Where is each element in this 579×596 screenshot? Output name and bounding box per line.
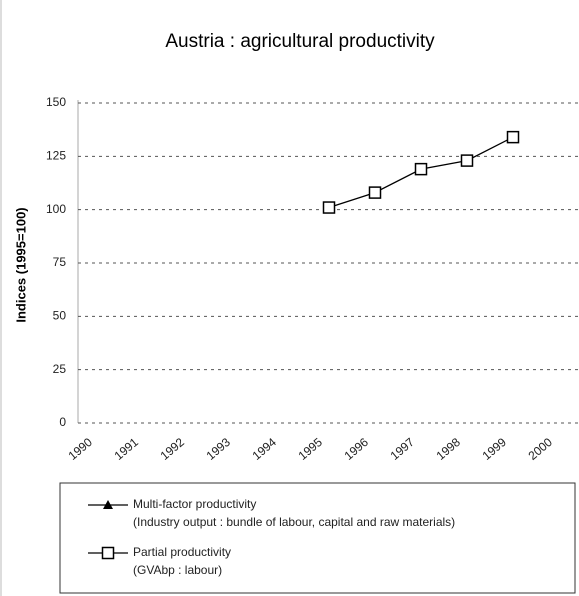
- x-tick-label: 1992: [158, 435, 188, 463]
- x-tick-label: 2000: [526, 435, 556, 463]
- x-tick-label: 1991: [112, 435, 142, 463]
- y-tick-label: 100: [46, 202, 66, 216]
- legend-marker: [103, 500, 113, 509]
- x-tick-label: 1997: [388, 435, 418, 463]
- y-tick-label: 125: [46, 149, 66, 163]
- point: [506, 130, 520, 144]
- x-tick-label: 1995: [296, 435, 326, 463]
- legend-label: Multi-factor productivity: [133, 497, 256, 511]
- x-tick-label: 1999: [480, 435, 510, 463]
- point: [322, 201, 336, 214]
- y-tick-label: 0: [59, 415, 66, 429]
- y-tick-label: 75: [53, 255, 67, 269]
- y-tick-label: 150: [46, 95, 66, 109]
- point: [460, 154, 474, 167]
- x-tick-label: 1996: [342, 435, 372, 463]
- legend-description: (GVAbp : labour): [133, 563, 222, 577]
- point: [414, 162, 428, 176]
- point: [368, 186, 382, 199]
- x-tick-label: 1998: [434, 435, 464, 463]
- legend-label: Partial productivity: [133, 545, 231, 559]
- legend-box: [59, 482, 576, 594]
- y-tick-label: 50: [53, 309, 67, 323]
- chart-title: Austria : agricultural productivity: [165, 31, 435, 52]
- x-tick-label: 1990: [66, 435, 96, 463]
- y-axis-label: Indices (1995=100): [13, 207, 28, 322]
- y-tick-label: 25: [53, 362, 67, 376]
- legend-description: (Industry output : bundle of labour, cap…: [133, 515, 455, 529]
- legend-marker: [101, 546, 115, 560]
- x-tick-label: 1993: [204, 435, 234, 463]
- x-tick-label: 1994: [250, 435, 280, 463]
